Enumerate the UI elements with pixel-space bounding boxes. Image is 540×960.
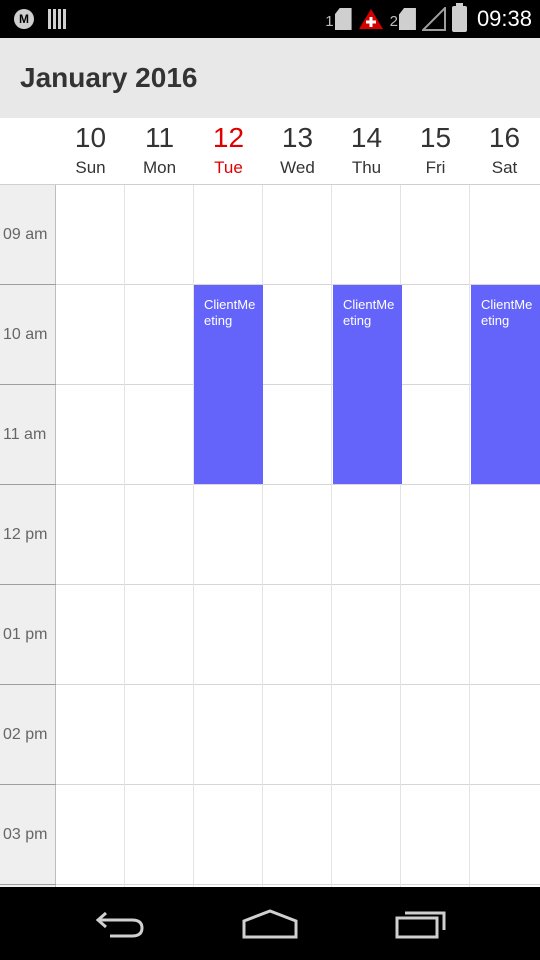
day-number: 11 bbox=[144, 122, 175, 153]
month-title[interactable]: January 2016 bbox=[20, 62, 198, 93]
calendar-header: January 2016 bbox=[0, 38, 540, 118]
grid-hline bbox=[56, 484, 540, 485]
week-grid[interactable]: 09 am 10 am 11 am 12 pm 01 pm 02 pm 03 p… bbox=[0, 185, 540, 887]
grid-hline bbox=[56, 384, 540, 385]
day-number: 10 bbox=[74, 122, 107, 153]
time-column: 09 am 10 am 11 am 12 pm 01 pm 02 pm 03 p… bbox=[0, 185, 56, 887]
day-header[interactable]: 15 Fri bbox=[401, 118, 470, 185]
event-title: ClientMeeting bbox=[481, 297, 533, 328]
battery-icon bbox=[451, 3, 467, 32]
recent-apps-button[interactable] bbox=[386, 901, 456, 947]
day-header[interactable]: 13 Wed bbox=[263, 118, 332, 185]
day-number: 16 bbox=[488, 122, 521, 153]
time-slot-label: 09 am bbox=[0, 185, 56, 285]
time-slot-label: 03 pm bbox=[0, 785, 56, 885]
grid-vline bbox=[331, 185, 332, 887]
day-number: 13 bbox=[281, 122, 314, 153]
time-slot-label: 12 pm bbox=[0, 485, 56, 585]
back-icon bbox=[95, 911, 144, 938]
grid-hline bbox=[56, 284, 540, 285]
time-slot-label: 02 pm bbox=[0, 685, 56, 785]
recent-apps-icon bbox=[395, 911, 446, 939]
back-button[interactable] bbox=[85, 901, 155, 947]
day-name: Wed bbox=[280, 158, 315, 177]
grid-vline bbox=[193, 185, 194, 887]
day-header-row: 10 Sun 11 Mon 12 Tue 13 Wed 14 Thu 15 Fri 16 Sa… bbox=[0, 118, 540, 185]
status-bar: M 1 2 09:38 bbox=[0, 0, 540, 38]
alert-icon bbox=[358, 9, 383, 29]
day-name: Tue bbox=[214, 158, 243, 177]
time-slot-label: 01 pm bbox=[0, 585, 56, 685]
sim-card-icon bbox=[334, 8, 352, 30]
time-slot-label: 11 am bbox=[0, 385, 56, 485]
sim-card-icon bbox=[398, 8, 416, 30]
grid-vline bbox=[262, 185, 263, 887]
barcode-icon bbox=[48, 9, 68, 29]
day-name: Sun bbox=[75, 158, 106, 177]
grid-hline bbox=[56, 684, 540, 685]
day-name: Thu bbox=[351, 158, 382, 177]
event-client-meeting[interactable]: ClientMeeting bbox=[471, 285, 540, 484]
event-title: ClientMeeting bbox=[343, 297, 395, 328]
event-client-meeting[interactable]: ClientMeeting bbox=[194, 285, 263, 484]
day-name: Mon bbox=[142, 158, 177, 177]
motorola-icon: M bbox=[14, 9, 34, 29]
grid-vline bbox=[469, 185, 470, 887]
day-header-today[interactable]: 12 Tue bbox=[194, 118, 263, 185]
day-name: Sat bbox=[491, 158, 518, 177]
day-header[interactable]: 14 Thu bbox=[332, 118, 401, 185]
grid-hline bbox=[56, 784, 540, 785]
day-header[interactable]: 10 Sun bbox=[56, 118, 125, 185]
day-number: 14 bbox=[350, 122, 383, 153]
day-number: 15 bbox=[419, 122, 452, 153]
day-number: 12 bbox=[212, 122, 245, 153]
event-title: ClientMeeting bbox=[204, 297, 256, 328]
day-header[interactable]: 11 Mon bbox=[125, 118, 194, 185]
sim1-label: 1 bbox=[325, 13, 334, 30]
grid-hline bbox=[56, 884, 540, 885]
sim2-indicator: 2 bbox=[390, 8, 416, 30]
sim1-indicator: 1 bbox=[325, 8, 352, 30]
grid-vline bbox=[400, 185, 401, 887]
grid-vline bbox=[124, 185, 125, 887]
sim2-label: 2 bbox=[389, 13, 398, 30]
day-header[interactable]: 16 Sat bbox=[470, 118, 539, 185]
home-button[interactable] bbox=[235, 901, 305, 947]
time-slot-label: 10 am bbox=[0, 285, 56, 385]
navigation-bar bbox=[0, 887, 540, 960]
status-clock: 09:38 bbox=[476, 6, 532, 31]
day-name: Fri bbox=[425, 158, 446, 177]
signal-icon bbox=[421, 7, 446, 31]
grid-hline bbox=[56, 584, 540, 585]
event-client-meeting[interactable]: ClientMeeting bbox=[333, 285, 402, 484]
home-icon bbox=[242, 909, 298, 939]
